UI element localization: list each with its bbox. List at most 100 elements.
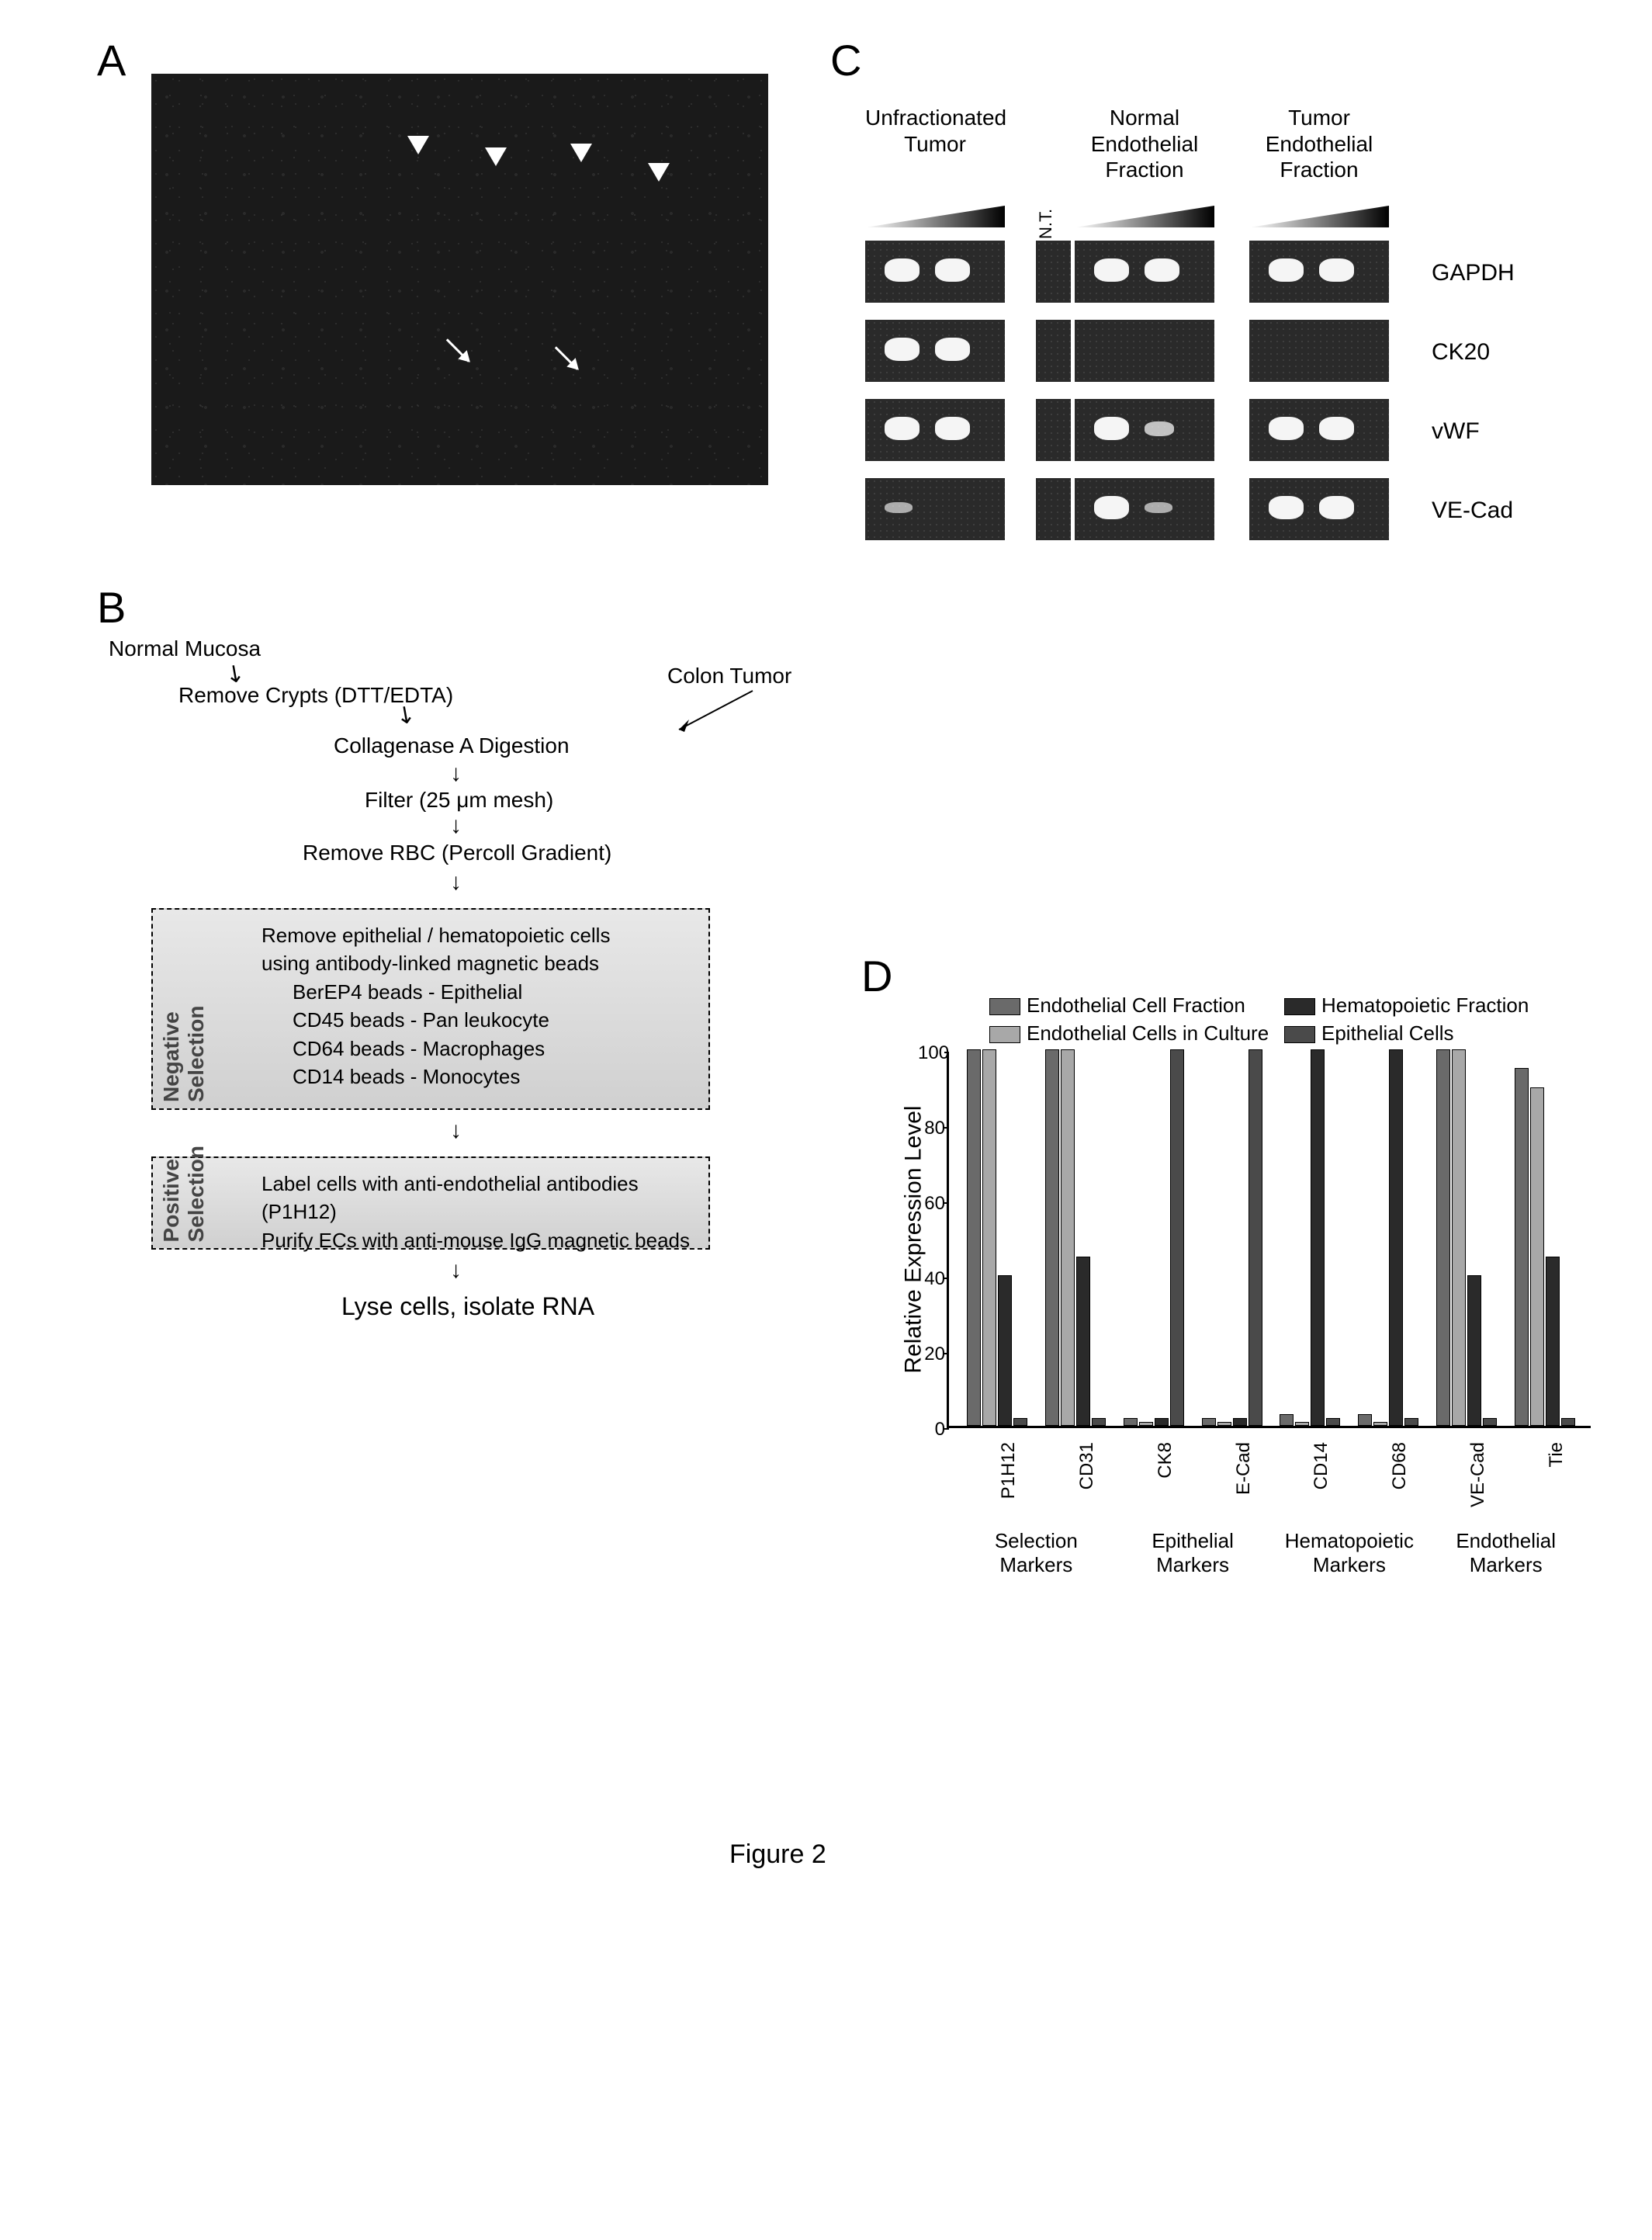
flow-colon-tumor: Colon Tumor [667, 664, 791, 688]
x-group-label: EndothelialMarkers [1436, 1529, 1575, 1577]
bead-item: CD45 beads - Pan leukocyte [293, 1006, 693, 1034]
chart-bar [1045, 1049, 1059, 1426]
chart-bar [1358, 1414, 1372, 1426]
flow-lyse: Lyse cells, isolate RNA [341, 1292, 594, 1321]
x-group-label: HematopoieticMarkers [1280, 1529, 1418, 1577]
gel-band [1145, 258, 1179, 282]
chart-bar [1217, 1422, 1231, 1426]
microscopy-image [151, 74, 768, 485]
x-tick-label: P1H12 [998, 1442, 1020, 1520]
chart-bar [967, 1049, 981, 1426]
chart-bar [1139, 1422, 1153, 1426]
gel-band [1269, 496, 1304, 519]
chart-bar [1092, 1418, 1106, 1426]
chart-bar [1013, 1418, 1027, 1426]
legend-swatch [989, 1026, 1020, 1043]
gel-band [1094, 258, 1129, 282]
gel-band [1094, 496, 1129, 519]
chart-bar [1170, 1049, 1184, 1426]
chart-bar [1467, 1275, 1481, 1426]
y-tick-label: 60 [918, 1193, 945, 1215]
bead-item: CD14 beads - Monocytes [293, 1063, 693, 1091]
gradient-triangle-icon [865, 206, 1005, 227]
box-line: Remove epithelial / hematopoietic cells [261, 921, 693, 949]
bar-chart: Relative Expression Level 020406080100P1… [850, 993, 1626, 1630]
y-tick-mark [944, 1202, 949, 1204]
gel-band [1319, 417, 1354, 440]
legend-item: Epithelial Cells [1284, 1021, 1454, 1045]
chart-bar [982, 1049, 996, 1426]
chart-bar [1389, 1049, 1403, 1426]
gel-lane [865, 478, 1005, 540]
chart-bar [1311, 1049, 1325, 1426]
gel-nt-lane [1036, 478, 1071, 540]
flow-collagenase: Collagenase A Digestion [334, 733, 570, 758]
arrow-icon: ↓ [450, 761, 462, 787]
box-line: Label cells with anti-endothelial antibo… [261, 1170, 693, 1226]
chart-area: 020406080100P1H12CD31CK8E-CadCD14CD68VE-… [947, 1052, 1591, 1428]
y-tick-mark [944, 1353, 949, 1354]
y-axis-label: Relative Expression Level [901, 1105, 927, 1373]
gel-band [885, 417, 920, 440]
positive-selection-box: Positive Selection Label cells with anti… [151, 1156, 710, 1250]
chart-bar [1373, 1422, 1387, 1426]
gel-lane [865, 241, 1005, 303]
arrow-icon [555, 346, 578, 369]
chart-bar [1061, 1049, 1075, 1426]
y-tick-mark [944, 1052, 949, 1053]
chart-bar [1295, 1422, 1309, 1426]
gel-band [935, 338, 970, 361]
gradient-triangle-icon [1075, 206, 1214, 227]
gel-lane [1075, 399, 1214, 461]
gel-band [1269, 258, 1304, 282]
chart-bar [1233, 1418, 1247, 1426]
gel-header: NormalEndothelialFraction [1075, 105, 1214, 183]
chart-bar [1404, 1418, 1418, 1426]
x-tick-label: CD14 [1311, 1442, 1332, 1520]
gel-panel: UnfractionatedTumor NormalEndothelialFrac… [865, 105, 1602, 557]
arrow-icon: ↓ [450, 1257, 462, 1284]
gel-band [885, 338, 920, 361]
negative-selection-content: Remove epithelial / hematopoietic cells … [153, 910, 708, 1102]
legend-item: Endothelial Cell Fraction [989, 993, 1245, 1018]
x-tick-label: Tie [1546, 1442, 1567, 1520]
y-tick-mark [944, 1278, 949, 1279]
legend-swatch [989, 998, 1020, 1015]
gel-lane [865, 399, 1005, 461]
y-tick-label: 100 [918, 1042, 945, 1064]
gel-lane [1075, 478, 1214, 540]
bead-item: BerEP4 beads - Epithelial [293, 978, 693, 1006]
gradient-triangle-icon [1249, 206, 1389, 227]
gel-header: UnfractionatedTumor [865, 105, 1005, 157]
flow-remove-rbc: Remove RBC (Percoll Gradient) [303, 841, 611, 865]
gel-nt-lane [1036, 399, 1071, 461]
positive-selection-label: Positive Selection [159, 1146, 209, 1242]
x-tick-label: VE-Cad [1467, 1442, 1489, 1520]
flow-filter: Filter (25 μm mesh) [365, 788, 553, 813]
gel-band [885, 502, 913, 514]
negative-selection-label: Negative Selection [159, 910, 209, 1102]
y-tick-mark [944, 1127, 949, 1129]
gel-row-label: VE-Cad [1432, 498, 1513, 524]
legend-label: Endothelial Cell Fraction [1027, 993, 1245, 1017]
gel-nt-lane [1036, 241, 1071, 303]
chart-bar [1483, 1418, 1497, 1426]
x-group-label: SelectionMarkers [967, 1529, 1106, 1577]
box-line: using antibody-linked magnetic beads [261, 949, 693, 977]
chart-bar [1124, 1418, 1138, 1426]
flow-normal-mucosa: Normal Mucosa [109, 636, 261, 661]
negative-selection-box: Negative Selection Remove epithelial / h… [151, 908, 710, 1110]
gel-lane [1249, 399, 1389, 461]
y-tick-label: 40 [918, 1268, 945, 1290]
arrowhead-icon [570, 144, 592, 162]
legend-swatch [1284, 998, 1315, 1015]
chart-bar [1076, 1257, 1090, 1426]
arrow-icon [667, 687, 760, 747]
gel-nt-lane [1036, 320, 1071, 382]
gel-row-label: GAPDH [1432, 260, 1515, 286]
x-tick-label: CD68 [1389, 1442, 1411, 1520]
gel-row-label: vWF [1432, 418, 1480, 445]
gel-lane [1249, 320, 1389, 382]
chart-bar [1515, 1068, 1529, 1426]
legend-label: Endothelial Cells in Culture [1027, 1021, 1269, 1045]
